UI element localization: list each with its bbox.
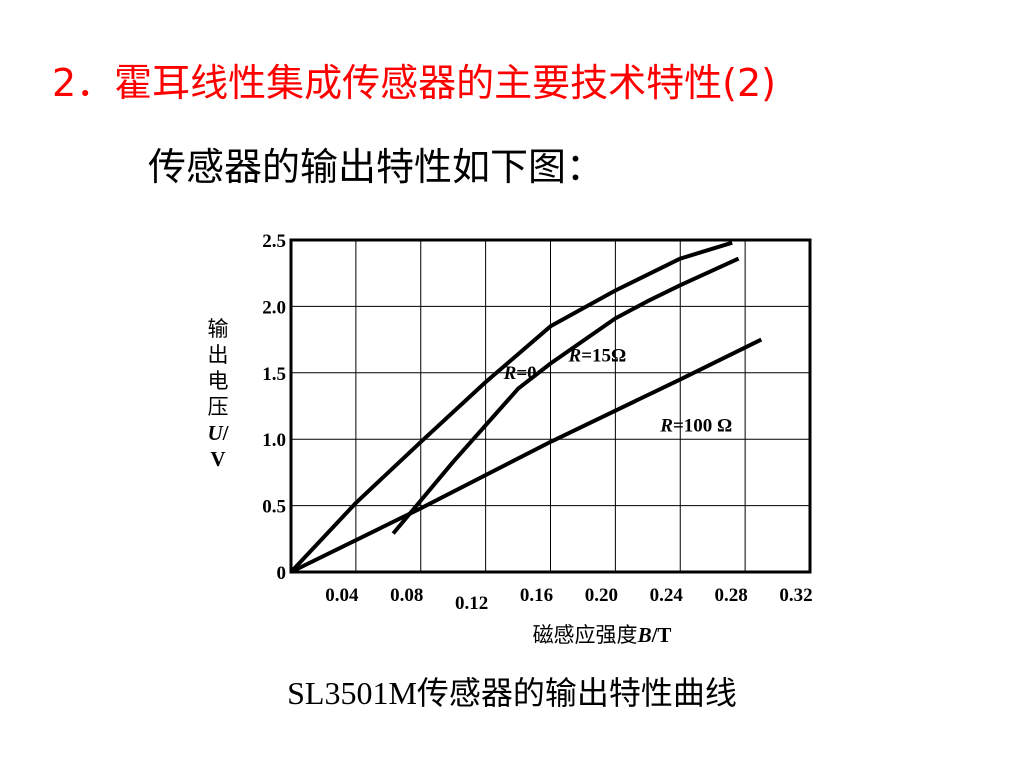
axis-titles: 磁感应强度B/T 输出电压 U/V	[207, 317, 671, 647]
series-label-0: R=0	[503, 363, 537, 384]
y-axis-title: 输出电压 U/V	[207, 317, 229, 471]
y-tick-label: 0.5	[262, 497, 286, 518]
series-labels: R=0 R=15Ω R=100 Ω	[503, 346, 733, 437]
x-tick-label: 0.12	[455, 593, 488, 614]
series-line-0	[289, 240, 733, 574]
y-tick-label: 1.0	[262, 430, 286, 451]
figure-caption: SL3501M传感器的输出特性曲线	[287, 675, 737, 711]
x-tick-label: 0.16	[520, 585, 553, 606]
series-label-1: R=15Ω	[568, 346, 627, 367]
series-label-2: R=100 Ω	[659, 415, 732, 436]
x-tick-label: 0.20	[585, 585, 618, 606]
tick-labels: 0.04 0.08 0.12 0.16 0.20 0.24 0.28 0.32 0 0.5 1.0 1…	[262, 231, 812, 614]
x-tick-label: 0.04	[325, 585, 359, 606]
x-tick-label: 0.32	[779, 585, 812, 606]
y-tick-label: 2.0	[262, 297, 286, 318]
slide-subtitle: 传感器的输出特性如下图：	[148, 145, 605, 189]
y-tick-label: 2.5	[262, 231, 286, 252]
series-lines	[289, 240, 763, 574]
plot-frame	[289, 238, 812, 574]
grid	[291, 240, 810, 572]
series-line-2	[290, 337, 763, 574]
x-tick-label: 0.28	[715, 585, 748, 606]
series-line-1	[391, 256, 740, 535]
y-tick-label: 0	[277, 563, 287, 584]
y-tick-label: 1.5	[262, 364, 286, 385]
x-axis-title: 磁感应强度B/T	[533, 623, 672, 647]
slide-title: 2．霍耳线性集成传感器的主要技术特性(2)	[52, 61, 777, 105]
x-tick-label: 0.24	[650, 585, 684, 606]
x-tick-label: 0.08	[390, 585, 423, 606]
